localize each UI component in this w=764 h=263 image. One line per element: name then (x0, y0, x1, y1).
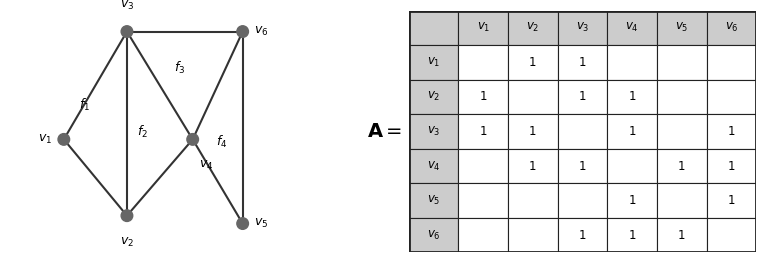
Bar (409, 80, 458, 114)
Bar (409, 183, 458, 218)
Text: $v_2$: $v_2$ (526, 21, 539, 34)
Bar (707, 11, 756, 45)
Bar (707, 183, 756, 218)
Bar (607, 11, 657, 45)
Text: $v_3$: $v_3$ (427, 125, 440, 138)
Text: 1: 1 (529, 125, 536, 138)
Bar (607, 80, 657, 114)
Circle shape (121, 210, 133, 221)
Text: 1: 1 (678, 229, 685, 242)
Text: 1: 1 (529, 160, 536, 173)
Text: 1: 1 (629, 194, 636, 207)
Text: $v_3$: $v_3$ (576, 21, 589, 34)
Text: 1: 1 (629, 229, 636, 242)
Bar (458, 149, 508, 183)
Text: 1: 1 (728, 125, 735, 138)
Bar (657, 218, 707, 252)
Bar (607, 149, 657, 183)
Bar (458, 45, 508, 80)
Text: $f_2$: $f_2$ (138, 123, 148, 140)
Bar (409, 114, 458, 149)
Bar (508, 11, 558, 45)
Bar (558, 114, 607, 149)
Text: $v_3$: $v_3$ (120, 0, 134, 12)
Bar (707, 149, 756, 183)
Text: 1: 1 (529, 56, 536, 69)
Bar (508, 114, 558, 149)
Text: $v_2$: $v_2$ (427, 90, 440, 103)
Bar (409, 218, 458, 252)
Text: $v_4$: $v_4$ (626, 21, 639, 34)
Text: $v_1$: $v_1$ (477, 21, 490, 34)
Bar (657, 149, 707, 183)
Text: $v_5$: $v_5$ (427, 194, 440, 207)
Text: 1: 1 (480, 90, 487, 103)
Bar (409, 11, 458, 45)
Text: $v_4$: $v_4$ (427, 160, 440, 173)
Bar (508, 149, 558, 183)
Bar (558, 11, 607, 45)
Text: 1: 1 (480, 125, 487, 138)
Bar (607, 183, 657, 218)
Bar (657, 114, 707, 149)
Circle shape (237, 218, 248, 229)
Bar (508, 45, 558, 80)
Text: 1: 1 (579, 160, 586, 173)
Text: $f_1$: $f_1$ (79, 97, 90, 113)
Bar (458, 114, 508, 149)
Bar (508, 218, 558, 252)
Bar (707, 218, 756, 252)
Text: $v_6$: $v_6$ (427, 229, 440, 242)
Text: 1: 1 (728, 160, 735, 173)
Circle shape (187, 134, 199, 145)
Text: 1: 1 (579, 56, 586, 69)
Bar (409, 45, 458, 80)
Text: $v_2$: $v_2$ (120, 235, 134, 249)
Bar (458, 80, 508, 114)
Bar (558, 80, 607, 114)
Text: $v_4$: $v_4$ (199, 159, 213, 172)
Circle shape (121, 26, 133, 37)
Bar (508, 80, 558, 114)
Bar (558, 183, 607, 218)
Text: $v_5$: $v_5$ (675, 21, 688, 34)
Bar (607, 218, 657, 252)
Text: 1: 1 (728, 194, 735, 207)
Bar (558, 218, 607, 252)
Bar (707, 80, 756, 114)
Text: 1: 1 (579, 229, 586, 242)
Text: $\mathbf{A}=$: $\mathbf{A}=$ (367, 122, 402, 141)
Circle shape (58, 134, 70, 145)
Bar (458, 218, 508, 252)
Text: 1: 1 (629, 125, 636, 138)
Text: $v_5$: $v_5$ (254, 217, 268, 230)
Text: $v_6$: $v_6$ (725, 21, 738, 34)
Text: $f_3$: $f_3$ (174, 60, 185, 77)
Bar (657, 80, 707, 114)
Bar (657, 11, 707, 45)
Bar (558, 45, 607, 80)
Text: 1: 1 (579, 90, 586, 103)
Bar (657, 45, 707, 80)
Text: $v_6$: $v_6$ (254, 25, 268, 38)
Bar (607, 45, 657, 80)
Bar (657, 183, 707, 218)
Text: $v_1$: $v_1$ (38, 133, 53, 146)
Text: 1: 1 (629, 90, 636, 103)
Bar (458, 183, 508, 218)
Text: $f_4$: $f_4$ (216, 134, 228, 150)
Bar (607, 114, 657, 149)
Text: 1: 1 (678, 160, 685, 173)
Bar (458, 11, 508, 45)
Bar (409, 149, 458, 183)
Circle shape (237, 26, 248, 37)
Bar (558, 149, 607, 183)
Bar (707, 114, 756, 149)
Bar (707, 45, 756, 80)
Text: $v_1$: $v_1$ (427, 56, 440, 69)
Bar (508, 183, 558, 218)
